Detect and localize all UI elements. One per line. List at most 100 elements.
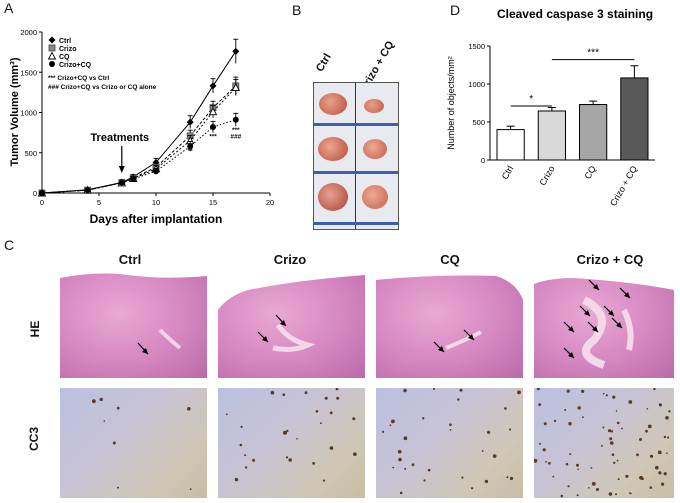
tumor-growth-chart: 0 500 1000 1500 2000 0 5 10 15 20 Days after impla…	[9, 28, 274, 226]
panel-letter-b: B	[292, 2, 302, 18]
y-tick-label: 0	[481, 156, 485, 165]
stained-cell	[449, 429, 452, 431]
stained-cell	[548, 462, 551, 465]
x-axis-label: Days after implantation	[90, 212, 223, 226]
stained-cell	[353, 452, 357, 456]
cc3-image-ctrl	[60, 388, 207, 498]
stained-cell	[336, 396, 340, 400]
histo-col-title-crizo: Crizo	[273, 252, 307, 267]
stained-cell	[665, 416, 669, 420]
stained-cell	[517, 390, 521, 395]
tumor-ctrl-3	[318, 183, 348, 211]
data-point	[118, 179, 125, 186]
stained-cell	[569, 453, 572, 456]
stained-cell	[612, 395, 616, 399]
stained-cell	[391, 419, 395, 424]
data-point	[232, 116, 239, 123]
stained-cell	[481, 450, 484, 452]
stained-cell	[329, 411, 333, 415]
stained-cell	[567, 485, 570, 488]
stained-cell	[668, 410, 671, 413]
stained-cell	[389, 424, 392, 427]
stained-cell	[636, 453, 639, 457]
bar-crizo-cq	[620, 77, 649, 161]
stained-cell	[324, 396, 328, 400]
stained-cell	[427, 468, 431, 472]
stained-cell	[576, 463, 579, 467]
histo-row-label-cc3: CC3	[27, 427, 41, 452]
stained-cell	[621, 427, 623, 430]
stained-cell	[492, 454, 497, 458]
data-point	[209, 82, 217, 90]
stained-cell	[471, 487, 474, 490]
stained-cell	[457, 398, 460, 401]
histo-col-title-cq: CQ	[440, 252, 460, 267]
sig-stars-d13: **	[188, 148, 194, 155]
sig-label-1: *	[529, 94, 533, 105]
category-label: Ctrl	[500, 164, 516, 181]
stained-cell	[352, 417, 356, 421]
tumor-ctrl-2	[318, 137, 348, 161]
stained-cell	[649, 454, 654, 458]
data-point	[84, 187, 91, 194]
stained-cell	[615, 410, 618, 412]
stained-cell	[610, 430, 614, 433]
stained-cell	[423, 479, 426, 482]
stained-cell	[639, 438, 642, 441]
stained-cell	[667, 436, 670, 439]
legend-marker	[47, 51, 57, 60]
x-tick-label: 15	[209, 198, 217, 207]
panel-letter-a: A	[4, 0, 14, 16]
sig-hash-d17: ###	[230, 133, 241, 140]
stained-cell	[608, 429, 612, 433]
y-tick-label: 500	[472, 118, 485, 127]
series-line-cq	[41, 87, 237, 194]
series-line-crizo-cq	[41, 119, 236, 194]
tumor-combo-3	[362, 185, 388, 209]
bar-ctrl	[496, 129, 525, 161]
stained-cell	[433, 388, 435, 390]
y-tick-label: 2000	[20, 28, 37, 37]
category-label: CQ	[582, 164, 597, 181]
histo-row-label-he: HE	[28, 320, 42, 338]
y-tick-label: 0	[33, 189, 37, 198]
stained-cell	[283, 430, 287, 435]
stained-cell	[609, 437, 613, 441]
stained-cell	[611, 453, 615, 456]
y-axis-label: Number of objects/mm²	[446, 56, 456, 150]
sig-note-1: *** Crizo+CQ vs Ctrl	[48, 75, 109, 82]
cc3-image-cq	[376, 388, 523, 498]
stained-cell	[564, 409, 567, 411]
stained-cell	[610, 441, 614, 445]
stained-cell	[320, 422, 322, 425]
legend-marker	[48, 44, 56, 52]
x-tick-label: 5	[97, 198, 101, 207]
x-tick-label: 0	[40, 198, 44, 207]
histo-col-title-crizo-cq: Crizo + CQ	[576, 252, 644, 267]
y-axis-label: Tumor Volume (mm³)	[9, 57, 21, 166]
stained-cell	[600, 444, 603, 447]
stained-cell	[312, 462, 315, 465]
stained-cell	[282, 393, 286, 396]
stained-cell	[608, 492, 613, 496]
data-point	[153, 168, 159, 175]
sig-note-2: ### Crizo+CQ vs Crizo or CQ alone	[48, 84, 157, 91]
data-point	[231, 83, 241, 91]
stained-cell	[539, 442, 541, 445]
stained-cell	[616, 459, 619, 462]
stained-cell	[581, 389, 585, 393]
stained-cell	[504, 407, 507, 410]
stained-cell	[187, 407, 191, 411]
treatments-arrowhead	[118, 166, 125, 173]
y-tick-label: 1500	[20, 68, 37, 77]
stained-cell	[92, 399, 96, 404]
stained-cell	[629, 492, 631, 495]
x-tick-label: 10	[152, 198, 160, 207]
stained-cell	[641, 477, 644, 481]
stained-cell	[449, 423, 452, 426]
stained-cell	[649, 486, 653, 489]
data-point	[186, 118, 194, 126]
sig-stars-d15: ***	[209, 133, 217, 140]
stained-cell	[543, 422, 547, 426]
stained-cell	[322, 479, 326, 482]
